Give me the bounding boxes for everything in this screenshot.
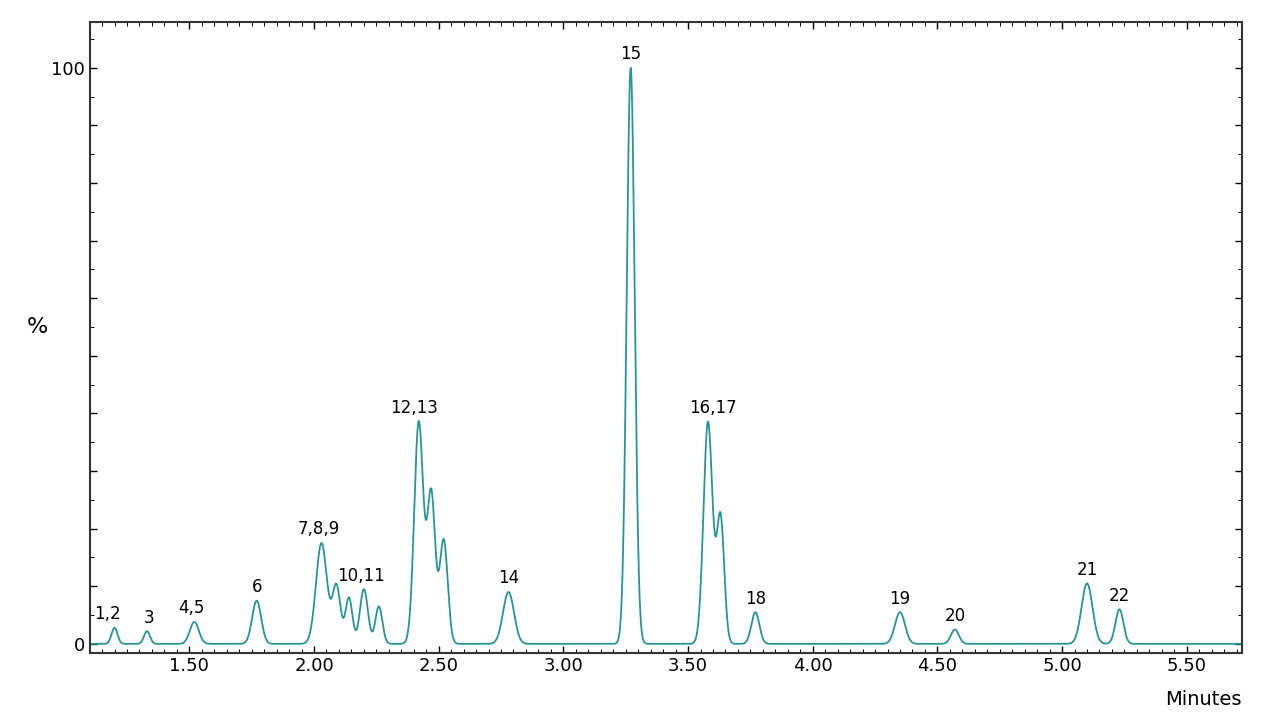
Text: 4,5: 4,5 — [179, 600, 205, 618]
Text: Minutes: Minutes — [1165, 690, 1242, 709]
Text: 18: 18 — [745, 589, 765, 608]
Text: 10,11: 10,11 — [338, 566, 385, 584]
Y-axis label: %: % — [27, 317, 49, 337]
Text: 21: 21 — [1076, 560, 1098, 579]
Text: 3: 3 — [145, 608, 155, 626]
Text: 22: 22 — [1108, 587, 1130, 605]
Text: 6: 6 — [251, 578, 262, 596]
Text: 12,13: 12,13 — [390, 399, 438, 418]
Text: 20: 20 — [945, 607, 965, 625]
Text: 7,8,9: 7,8,9 — [298, 521, 340, 539]
Text: 1,2: 1,2 — [93, 605, 120, 623]
Text: 14: 14 — [498, 569, 520, 587]
Text: 19: 19 — [890, 589, 910, 608]
Text: 15: 15 — [620, 45, 641, 63]
Text: 16,17: 16,17 — [689, 399, 737, 418]
